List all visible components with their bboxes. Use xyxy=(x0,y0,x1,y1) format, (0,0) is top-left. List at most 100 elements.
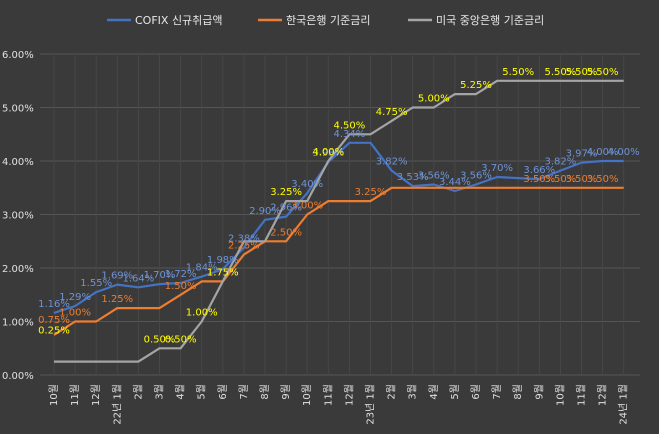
y-tick-label: 6.00% xyxy=(2,50,34,61)
data-label: 2.96% xyxy=(270,203,302,214)
data-label: 4.00% xyxy=(608,147,640,158)
data-label: 2.90% xyxy=(249,206,281,217)
data-label: 0.50% xyxy=(144,334,176,345)
data-label: 1.29% xyxy=(59,292,91,303)
data-label: 1.00% xyxy=(59,308,91,319)
legend-label: 한국은행 기준금리 xyxy=(286,14,370,27)
data-label: 2.25% xyxy=(228,241,260,252)
data-label: 1.00% xyxy=(186,308,218,319)
data-label: 3.66% xyxy=(523,165,555,176)
x-tick-label: 9월 xyxy=(280,384,292,400)
data-label: 5.50% xyxy=(566,67,598,78)
data-label: 3.50% xyxy=(545,174,577,185)
x-tick-label: 8월 xyxy=(259,384,271,400)
data-label: 3.53% xyxy=(397,172,429,183)
series-line xyxy=(54,79,624,363)
y-tick-label: 1.00% xyxy=(2,318,34,329)
data-label: 3.50% xyxy=(587,174,619,185)
data-label: 5.00% xyxy=(418,94,450,105)
x-tick-label: 5월 xyxy=(449,384,461,400)
y-axis-ticks: 0.00% 1.00% 2.00% 3.00% 4.00% 5.00% 6.00% xyxy=(2,50,34,382)
series-line xyxy=(53,186,624,336)
x-tick-label: 7월 xyxy=(238,384,250,400)
data-label: 3.97% xyxy=(566,149,598,160)
data-label: 3.56% xyxy=(418,171,450,182)
x-tick-label: 3월 xyxy=(154,384,166,400)
x-tick-label: 2월 xyxy=(132,384,144,400)
y-tick-label: 4.00% xyxy=(2,157,34,168)
data-label: 1.75% xyxy=(207,267,239,278)
x-tick-label: 3월 xyxy=(407,384,419,400)
data-label: 3.98% xyxy=(312,148,344,159)
x-tick-label: 11월 xyxy=(576,384,588,406)
x-tick-label: 24년 1월 xyxy=(618,384,630,425)
x-tick-label: 2월 xyxy=(386,384,398,400)
data-labels: 1.16%1.29% 1.55%1.69%1.64%1.70%1.72%1.84%… xyxy=(38,67,639,346)
x-tick-label: 22년 1월 xyxy=(111,384,123,425)
data-label: 4.75% xyxy=(376,107,408,118)
series-lines xyxy=(53,79,624,363)
x-tick-label: 9월 xyxy=(533,384,545,400)
data-label: 3.00% xyxy=(291,201,323,212)
data-label: 1.25% xyxy=(101,294,133,305)
x-tick-label: 10월 xyxy=(554,384,566,406)
y-tick-label: 3.00% xyxy=(2,211,34,222)
series-line xyxy=(53,141,624,314)
data-label: 3.40% xyxy=(291,179,323,190)
data-label: 3.82% xyxy=(376,157,408,168)
data-label: 4.34% xyxy=(334,129,366,140)
data-label: 2.38% xyxy=(228,234,260,245)
gridlines xyxy=(40,53,640,376)
y-tick-label: 2.00% xyxy=(2,264,34,275)
legend: COFIX 신규취급액 한국은행 기준금리 미국 중앙은행 기준금리 xyxy=(107,14,544,27)
x-tick-label: 11월 xyxy=(322,384,334,406)
data-label: 3.56% xyxy=(460,171,492,182)
x-tick-label: 6월 xyxy=(217,384,229,400)
data-label: 5.50% xyxy=(502,67,534,78)
x-tick-label: 8월 xyxy=(512,384,524,400)
x-tick-label: 10월 xyxy=(48,384,60,406)
data-label: 4.00% xyxy=(587,147,619,158)
data-label: 3.44% xyxy=(439,177,471,188)
data-label: 1.50% xyxy=(165,281,197,292)
data-label: 2.50% xyxy=(270,227,302,238)
x-tick-label: 4월 xyxy=(175,384,187,400)
data-label: 4.50% xyxy=(334,120,366,131)
data-label: 1.16% xyxy=(38,299,70,310)
data-label: 0.75% xyxy=(38,315,70,326)
data-label: 1.75% xyxy=(207,267,239,278)
x-tick-label: 6월 xyxy=(470,384,482,400)
data-label: 0.50% xyxy=(165,334,197,345)
x-tick-label: 4월 xyxy=(428,384,440,400)
data-label: 0.25% xyxy=(38,326,70,337)
y-tick-label: 0.00% xyxy=(2,371,34,382)
data-label: 3.82% xyxy=(545,157,577,168)
x-tick-label: 12월 xyxy=(90,384,102,406)
x-tick-label: 12월 xyxy=(343,384,355,406)
data-label: 1.64% xyxy=(123,273,155,284)
data-label: 4.00% xyxy=(312,147,344,158)
x-tick-label: 10월 xyxy=(301,384,313,406)
data-label: 1.55% xyxy=(80,278,112,289)
data-label: 1.84% xyxy=(186,263,218,274)
x-axis-ticks: 10월 11월 12월 22년 1월 2월 3월 4월 5월 6월 7월 8월 9월 10월 11월 12월… xyxy=(48,384,630,425)
legend-label: 미국 중앙은행 기준금리 xyxy=(436,14,544,27)
data-label: 3.25% xyxy=(270,187,302,198)
y-tick-label: 5.00% xyxy=(2,104,34,115)
x-tick-label: 11월 xyxy=(69,384,81,406)
data-label: 1.98% xyxy=(207,255,239,266)
data-label: 1.72% xyxy=(165,269,197,280)
x-tick-label: 12월 xyxy=(597,384,609,406)
x-tick-label: 23년 1월 xyxy=(365,384,377,425)
data-label: 3.50% xyxy=(566,174,598,185)
data-label: 3.70% xyxy=(481,163,513,174)
data-label: 3.25% xyxy=(355,187,387,198)
data-label: 1.70% xyxy=(144,270,176,281)
data-label: 1.69% xyxy=(101,271,133,282)
legend-label: COFIX 신규취급액 xyxy=(135,14,223,27)
x-tick-label: 7월 xyxy=(491,384,503,400)
data-label: 5.50% xyxy=(545,67,577,78)
data-label: 5.50% xyxy=(587,67,619,78)
data-label: 5.25% xyxy=(460,80,492,91)
